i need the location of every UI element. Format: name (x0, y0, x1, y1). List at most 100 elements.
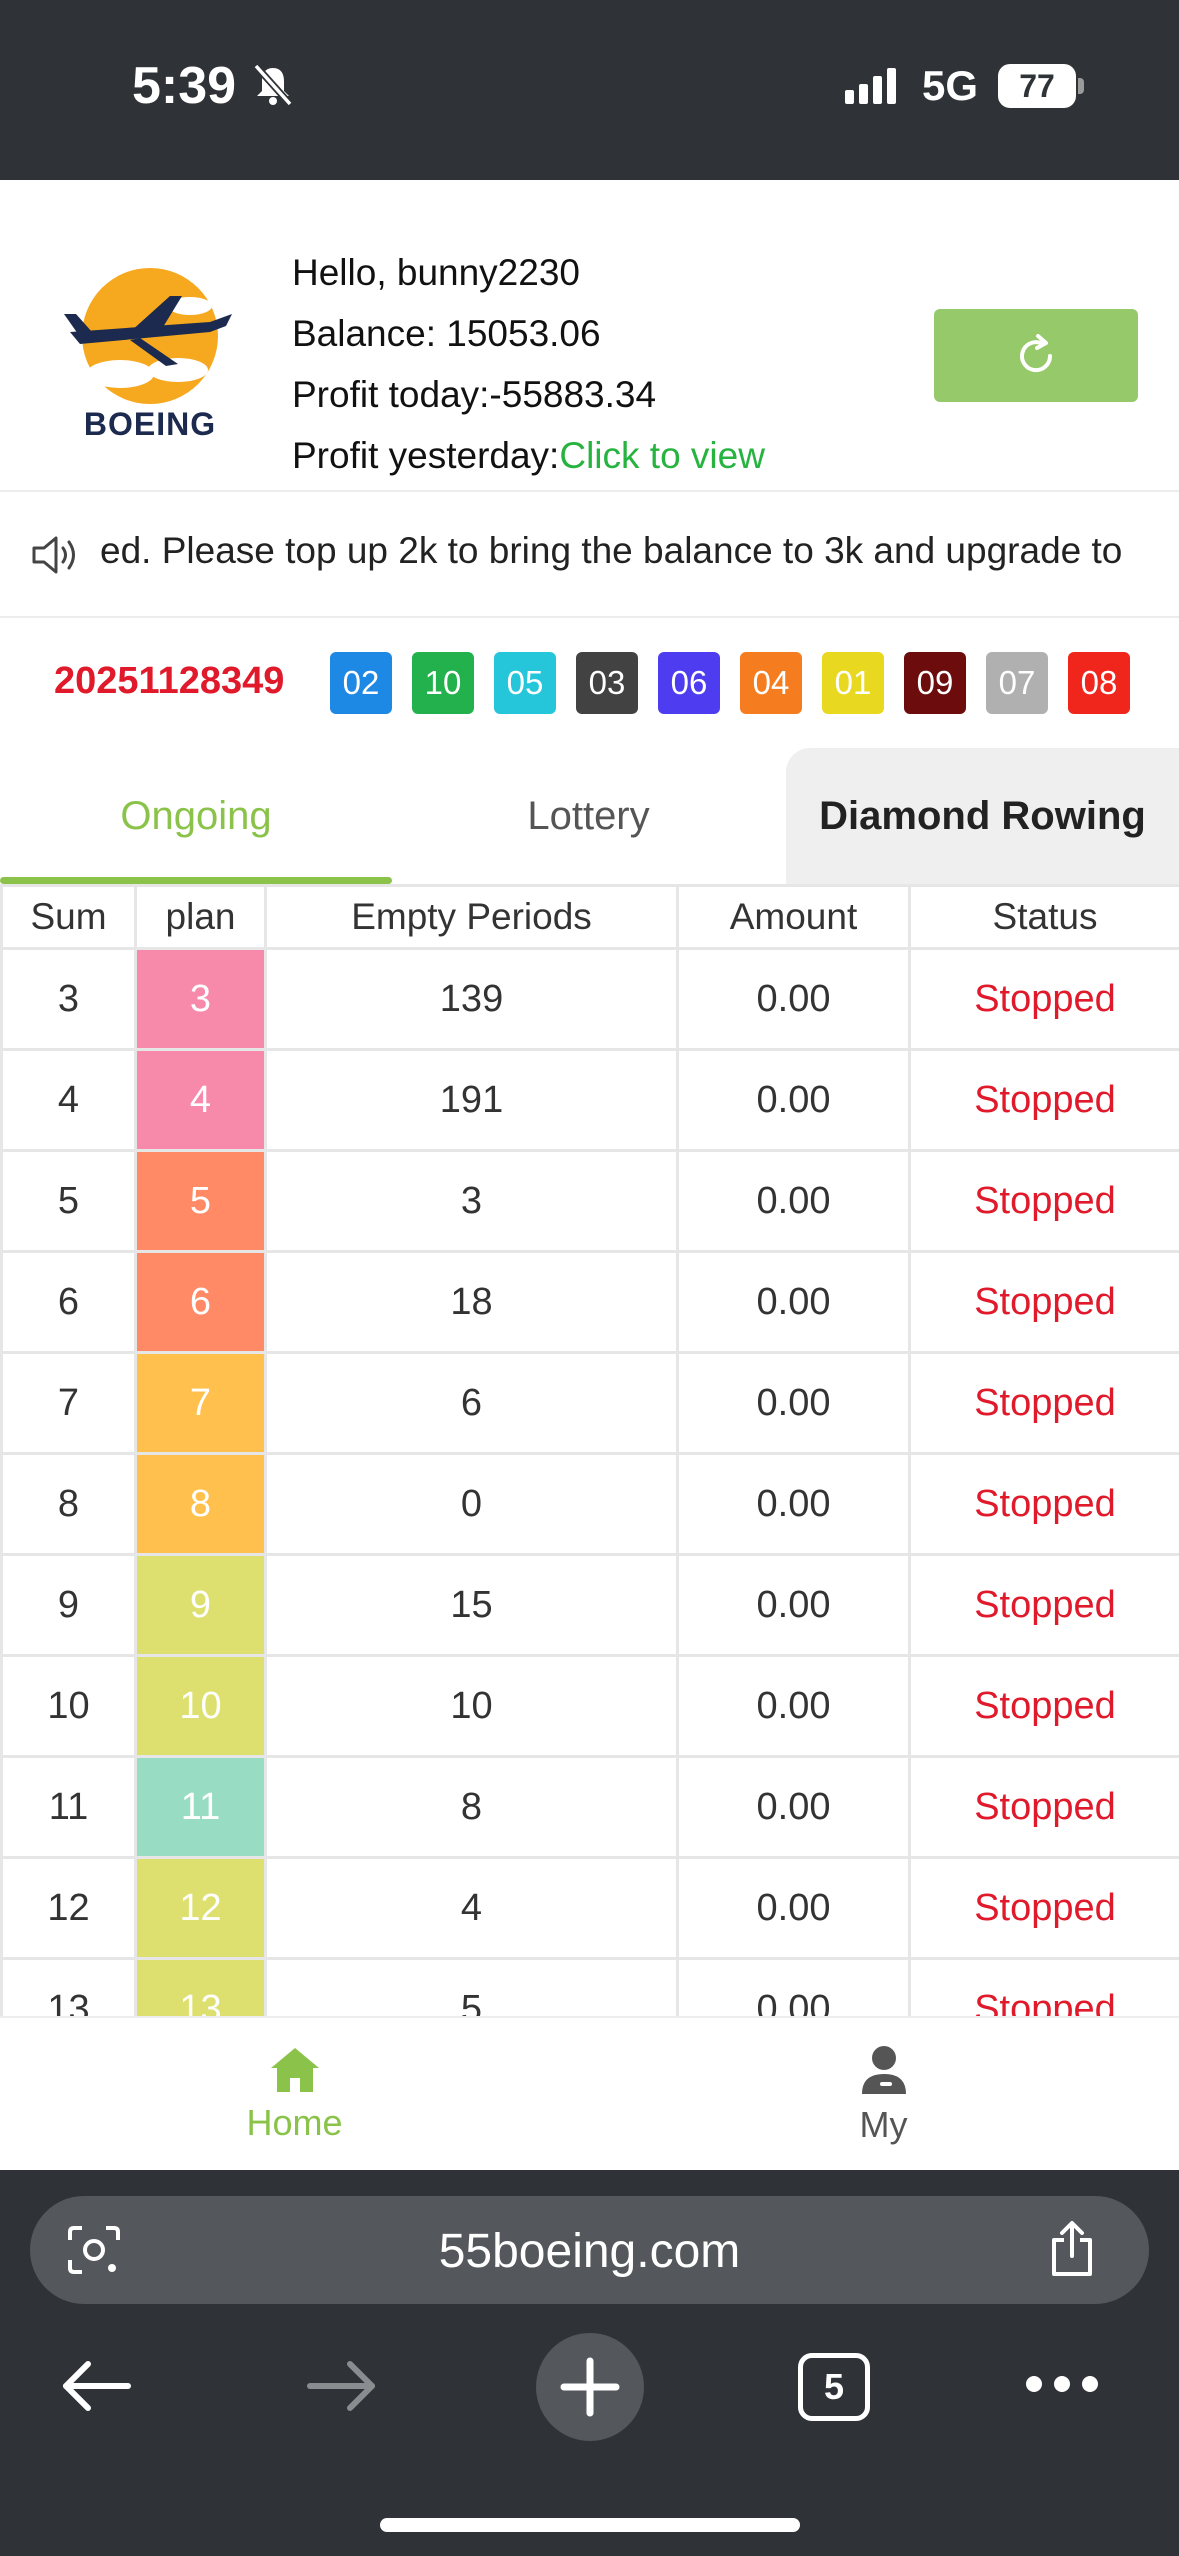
home-icon (270, 2048, 319, 2092)
table-row: 12 12 4 0.00 Stopped (0, 1856, 1179, 1960)
profit-today: Profit today:-55883.34 (292, 374, 657, 415)
header-status: Status (908, 884, 1179, 950)
nav-home[interactable]: Home (0, 2018, 589, 2172)
tab-switcher-button[interactable]: 5 (798, 2353, 870, 2421)
cell-plan: 4 (134, 1048, 267, 1152)
more-icon[interactable] (1024, 2372, 1100, 2396)
cell-status: Stopped (908, 1351, 1179, 1455)
cell-empty-periods: 4 (264, 1856, 679, 1960)
result-balls: 02 10 05 03 06 04 01 09 07 08 (330, 652, 1150, 714)
cell-sum: 10 (0, 1654, 137, 1758)
cell-sum: 5 (0, 1149, 137, 1253)
bottom-nav: Home My (0, 2016, 1179, 2170)
table-row: 8 8 0 0.00 Stopped (0, 1452, 1179, 1556)
latest-result: 20251128349 02 10 05 03 06 04 01 09 07 08 (0, 620, 1179, 748)
cell-status: Stopped (908, 1048, 1179, 1152)
table-row: 7 7 6 0.00 Stopped (0, 1351, 1179, 1455)
tab-lottery-label: Lottery (527, 793, 650, 838)
account-header: BOEING Hello, bunny2230 Balance: 15053.0… (0, 180, 1179, 492)
battery-level: 77 (1019, 68, 1055, 104)
cell-amount: 0.00 (676, 1149, 911, 1253)
cell-status: Stopped (908, 1452, 1179, 1556)
nav-home-label: Home (246, 2102, 343, 2143)
tab-lottery[interactable]: Lottery (392, 748, 785, 884)
announcement-text: ed. Please top up 2k to bring the balanc… (100, 530, 1123, 571)
cell-empty-periods: 139 (264, 947, 679, 1051)
cell-plan: 6 (134, 1250, 267, 1354)
result-ball: 09 (904, 652, 966, 714)
cell-amount: 0.00 (676, 947, 911, 1051)
active-tab-indicator (0, 877, 392, 884)
cell-empty-periods: 15 (264, 1553, 679, 1657)
bell-muted-icon (253, 63, 293, 107)
address-bar[interactable]: 55boeing.com (30, 2196, 1149, 2304)
period-number: 20251128349 (54, 660, 285, 702)
share-icon[interactable] (1048, 2220, 1096, 2278)
cell-status: Stopped (908, 1856, 1179, 1960)
result-ball: 04 (740, 652, 802, 714)
header-empty-periods: Empty Periods (264, 884, 679, 950)
refresh-icon (1020, 333, 1053, 372)
header-plan: plan (134, 884, 267, 950)
cell-sum: 6 (0, 1250, 137, 1354)
table-row: 4 4 191 0.00 Stopped (0, 1048, 1179, 1152)
new-tab-button[interactable] (536, 2333, 644, 2441)
balance: Balance: 15053.06 (292, 313, 601, 354)
tab-diamond-label: Diamond Rowing (819, 793, 1146, 838)
url-text: 55boeing.com (438, 2225, 741, 2278)
cell-sum: 4 (0, 1048, 137, 1152)
cell-status: Stopped (908, 1149, 1179, 1253)
cell-plan: 13 (134, 1957, 267, 2016)
cell-amount: 0.00 (676, 1553, 911, 1657)
table-row: 10 10 10 0.00 Stopped (0, 1654, 1179, 1758)
cell-plan: 11 (134, 1755, 267, 1859)
camera-search-icon[interactable] (66, 2224, 122, 2276)
speaker-icon (32, 536, 75, 574)
cell-plan: 9 (134, 1553, 267, 1657)
nav-my[interactable]: My (589, 2018, 1178, 2172)
cell-amount: 0.00 (676, 1654, 911, 1758)
tab-diamond-rowing[interactable]: Diamond Rowing (786, 748, 1179, 884)
nav-my-label: My (859, 2104, 908, 2145)
table-row: 5 5 3 0.00 Stopped (0, 1149, 1179, 1253)
table-header-row: Sum plan Empty Periods Amount Status (0, 884, 1179, 950)
result-ball: 07 (986, 652, 1048, 714)
table-row: 13 13 5 0.00 Stopped (0, 1957, 1179, 2016)
cell-status: Stopped (908, 1957, 1179, 2016)
table-row: 6 6 18 0.00 Stopped (0, 1250, 1179, 1354)
cell-empty-periods: 191 (264, 1048, 679, 1152)
cell-plan: 12 (134, 1856, 267, 1960)
announcement-marquee: ed. Please top up 2k to bring the balanc… (0, 494, 1179, 618)
cell-plan: 5 (134, 1149, 267, 1253)
logo-text: BOEING (83, 406, 217, 442)
network-label: 5G (922, 62, 979, 109)
cell-sum: 3 (0, 947, 137, 1051)
back-arrow-icon[interactable] (60, 2358, 132, 2414)
cell-sum: 11 (0, 1755, 137, 1859)
refresh-button[interactable] (934, 309, 1138, 402)
home-indicator[interactable] (380, 2518, 800, 2532)
cell-status: Stopped (908, 947, 1179, 1051)
profit-yesterday: Profit yesterday:Click to view (292, 425, 765, 486)
cell-sum: 8 (0, 1452, 137, 1556)
result-ball: 10 (412, 652, 474, 714)
cell-empty-periods: 5 (264, 1957, 679, 2016)
cell-amount: 0.00 (676, 1856, 911, 1960)
profit-yesterday-label: Profit yesterday: (292, 435, 560, 476)
profit-yesterday-link[interactable]: Click to view (559, 435, 765, 476)
table-row: 3 3 139 0.00 Stopped (0, 947, 1179, 1051)
header-sum: Sum (0, 884, 137, 950)
cell-status: Stopped (908, 1755, 1179, 1859)
cell-status: Stopped (908, 1654, 1179, 1758)
cell-plan: 7 (134, 1351, 267, 1455)
plus-icon (560, 2357, 620, 2417)
account-info: Hello, bunny2230 Balance: 15053.06 Profi… (292, 242, 765, 486)
tab-count: 5 (823, 2366, 845, 2407)
status-bar: 5:39 5G 77 (0, 0, 1179, 180)
forward-arrow-icon[interactable] (306, 2358, 378, 2414)
cell-amount: 0.00 (676, 1351, 911, 1455)
result-ball: 03 (576, 652, 638, 714)
tab-ongoing[interactable]: Ongoing (0, 748, 392, 884)
